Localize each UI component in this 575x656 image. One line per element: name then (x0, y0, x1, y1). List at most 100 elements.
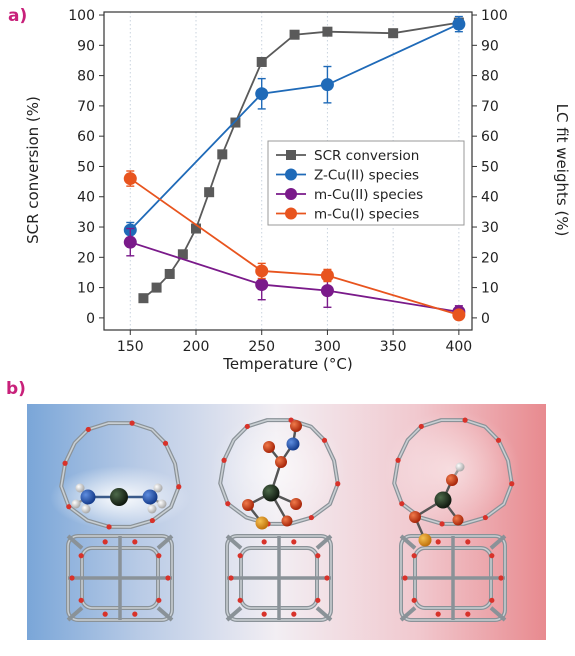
framework-oxygen (149, 517, 156, 524)
data-point (255, 278, 269, 292)
cage-bond (399, 606, 417, 622)
hydrogen-atom (71, 499, 81, 509)
y-tick-label-right: 90 (481, 38, 499, 54)
double-ring-cage (66, 534, 174, 622)
framework-oxygen (439, 521, 445, 527)
data-point (230, 117, 241, 128)
framework-oxygen (165, 575, 171, 581)
legend-marker (286, 150, 296, 160)
oxygen-atom (290, 498, 302, 510)
framework-oxygen (498, 575, 504, 581)
zeolite-illustration (27, 404, 546, 640)
hydrogen-atom (75, 483, 85, 493)
legend-label: SCR conversion (314, 148, 419, 164)
framework-oxygen (495, 437, 502, 443)
series-line (129, 177, 460, 316)
data-point (255, 264, 269, 278)
data-point (204, 187, 215, 198)
x-tick-label: 350 (380, 339, 407, 355)
framework-oxygen (321, 437, 328, 443)
cage-bond (225, 534, 243, 550)
legend-label: m-Cu(II) species (314, 187, 423, 203)
framework-oxygen (225, 501, 231, 507)
zeolite-frameworks (59, 417, 515, 622)
x-tick-label: 250 (248, 339, 275, 355)
framework-oxygen (106, 524, 112, 530)
framework-oxygen (435, 539, 441, 545)
y-tick-label-left: 40 (77, 190, 95, 206)
hydrogen-atom (455, 462, 465, 472)
nitrogen-atom (80, 489, 96, 505)
data-point (217, 149, 228, 160)
framework-oxygen (162, 440, 169, 446)
data-point (138, 293, 149, 304)
y-tick-label-right: 0 (481, 311, 490, 327)
framework-oxygen (315, 553, 321, 559)
y-tick-label-left: 70 (77, 99, 95, 115)
framework-oxygen (462, 417, 468, 423)
data-point (255, 87, 269, 101)
series-1 (123, 15, 466, 239)
x-axis-title: Temperature (°C) (222, 355, 352, 373)
oxygen-atom (452, 514, 464, 526)
framework-oxygen (489, 597, 495, 603)
data-point (123, 235, 137, 249)
cage-bond (489, 606, 507, 622)
hydrogen-atom (147, 504, 157, 514)
y-tick-label-right: 100 (481, 8, 508, 24)
hydrogen-atom (81, 504, 91, 514)
data-point (151, 282, 162, 293)
data-point (452, 308, 466, 322)
nitrogen-atom (286, 437, 300, 451)
framework-oxygen (176, 484, 182, 490)
cage-bond (489, 534, 507, 550)
aluminium-atom (418, 533, 432, 547)
framework-oxygen (237, 597, 243, 603)
chart-legend: SCR conversion Z-Cu(II) species m-Cu(II) s… (267, 140, 465, 226)
framework-oxygen (221, 457, 227, 463)
double-ring-cage (225, 534, 333, 622)
data-point (320, 78, 334, 92)
framework-oxygen (418, 423, 424, 430)
y-tick-label-right: 70 (481, 99, 499, 115)
data-point (322, 26, 333, 37)
cage-bond (399, 534, 417, 550)
cage-bond (225, 606, 243, 622)
aluminium-atom (255, 516, 269, 530)
framework-oxygen (465, 539, 471, 545)
y-tick-label-left: 30 (77, 220, 95, 236)
hydrogen-atom (157, 499, 167, 509)
framework-oxygen (102, 539, 108, 545)
framework-oxygen (156, 597, 162, 603)
data-point (320, 268, 334, 282)
legend-marker (285, 168, 297, 181)
glow-right (384, 410, 520, 530)
framework-oxygen (399, 501, 405, 507)
framework-oxygen (489, 553, 495, 559)
cage-bond (156, 534, 174, 550)
oxygen-atom (263, 441, 275, 453)
oxygen-atom (281, 515, 293, 527)
hydrogen-atom (153, 483, 163, 493)
double-ring-cage (399, 534, 507, 622)
framework-oxygen (324, 575, 330, 581)
framework-oxygen (78, 553, 84, 559)
framework-oxygen (69, 575, 75, 581)
cage-bond (66, 606, 84, 622)
framework-oxygen (132, 539, 138, 545)
framework-oxygen (78, 597, 84, 603)
framework-oxygen (156, 553, 162, 559)
framework-oxygen (509, 481, 515, 487)
y-tick-label-left: 50 (77, 159, 95, 175)
framework-oxygen (411, 553, 417, 559)
series-3 (123, 170, 466, 322)
oxygen-atom (409, 511, 421, 523)
y-axis-title-left: SCR conversion (%) (24, 96, 42, 244)
framework-oxygen (482, 514, 489, 521)
y-tick-label-left: 100 (68, 8, 95, 24)
data-point (123, 172, 137, 186)
oxygen-atom (446, 474, 458, 486)
framework-oxygen (291, 611, 297, 617)
x-tick-label: 400 (445, 339, 472, 355)
